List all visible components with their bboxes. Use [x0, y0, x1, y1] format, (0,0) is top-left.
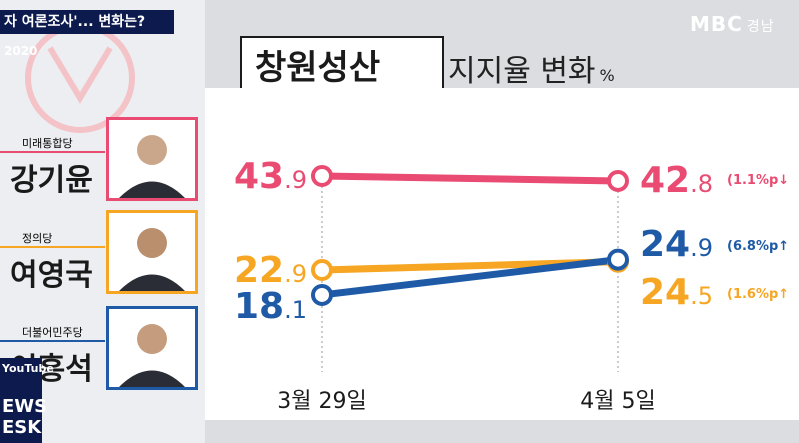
candidate-name: 강기윤	[10, 163, 93, 198]
candidate-card-2: 정의당 여영국	[0, 206, 205, 296]
candidate-name: 여영국	[10, 258, 93, 293]
candidate-photo	[106, 117, 198, 201]
news-banner: 자 여론조사'... 변화는?	[0, 10, 174, 34]
watermark-line1: YouTube	[2, 362, 54, 375]
series-line	[321, 256, 619, 299]
data-label: 42.8	[640, 160, 713, 201]
broadcaster-logo: MBC 경남	[690, 12, 775, 36]
party-label: 정의당	[22, 232, 53, 245]
candidate-photo	[106, 306, 198, 390]
data-point	[607, 169, 629, 192]
chart-subtitle: 지지율 변화%	[448, 46, 615, 90]
data-label: 24.9	[640, 224, 713, 265]
party-line	[0, 340, 105, 342]
data-label: 24.5	[640, 272, 713, 313]
logo-region: 경남	[746, 19, 775, 35]
watermark-line2: EWS ESK	[2, 396, 48, 438]
data-label: 18.1	[234, 286, 307, 327]
party-label: 미래통합당	[22, 137, 73, 150]
unit-label: %	[599, 66, 615, 85]
data-point	[311, 259, 333, 281]
x-tick-label: 4월 5일	[580, 389, 655, 414]
subtitle-text: 지지율 변화	[448, 54, 596, 89]
change-label: (1.1%p↓	[727, 173, 789, 188]
party-line	[0, 246, 105, 248]
candidate-photo	[106, 210, 198, 294]
change-label: (6.8%p↑	[727, 239, 789, 254]
news-watermark: YouTube EWS ESK	[0, 358, 54, 443]
logo-brand: MBC	[690, 12, 743, 36]
data-point	[311, 283, 333, 306]
x-tick-label: 3월 29일	[277, 389, 366, 414]
plot-background	[205, 88, 799, 420]
election-year: 2020	[4, 44, 38, 58]
data-point	[607, 248, 629, 271]
candidate-card-1: 미래통합당 강기윤	[0, 115, 205, 205]
data-point	[311, 165, 333, 187]
change-label: (1.6%p↑	[727, 287, 789, 302]
data-label: 43.9	[234, 156, 307, 197]
party-label: 더불어민주당	[22, 326, 83, 339]
party-line	[0, 151, 105, 153]
series-line	[321, 172, 619, 185]
district-title: 창원성산	[255, 48, 381, 88]
x-axis-band	[205, 375, 665, 420]
data-label: 22.9	[234, 250, 307, 291]
